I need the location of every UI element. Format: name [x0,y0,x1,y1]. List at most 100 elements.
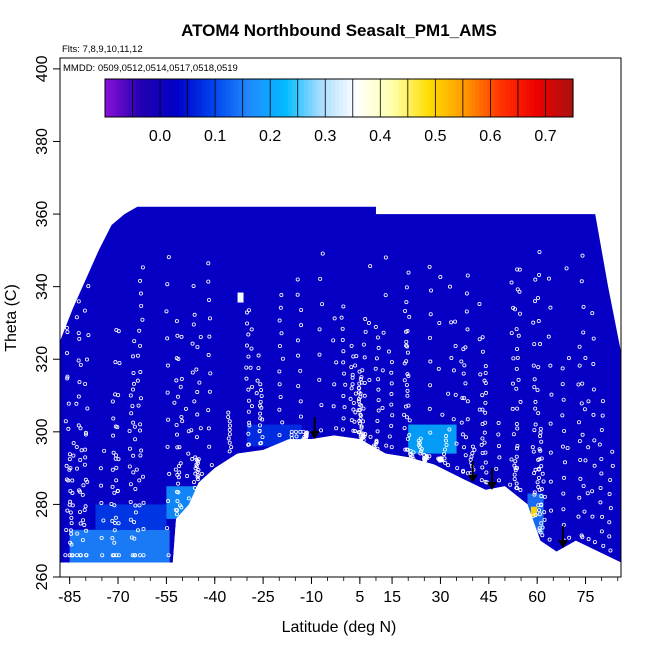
track-point [375,454,380,459]
track-point [373,325,378,330]
colorbar-swatch [315,79,321,117]
track-point [66,401,71,406]
colorbar-tick-label: 0.1 [204,128,226,145]
track-point [190,457,195,462]
track-point [194,435,199,440]
track-point [451,368,456,373]
x-tick-label: -10 [300,589,323,606]
track-point [257,429,262,434]
track-point [279,331,284,336]
track-point [480,436,485,441]
track-point [373,366,378,371]
track-point [293,429,298,434]
track-point [341,304,346,309]
colorbar-swatch [311,79,317,117]
track-point [607,520,612,525]
track-point [289,445,294,450]
track-point [77,489,82,494]
track-point [77,380,82,385]
track-point [470,444,475,449]
track-point [404,447,409,452]
track-point [65,329,70,334]
colorbar-swatch [401,79,406,117]
track-point [135,378,140,383]
track-point [111,450,116,455]
track-point [66,478,71,483]
track-point [114,553,119,558]
colorbar-swatch [362,79,367,117]
colorbar-swatch [417,79,422,117]
track-point [166,255,171,260]
track-point [199,471,204,476]
y-tick-label: 380 [34,128,51,155]
track-point [494,466,499,471]
track-point [99,483,104,488]
track-point [566,356,571,361]
track-point [428,383,433,388]
track-point [384,443,389,448]
track-point [135,528,140,533]
track-point [71,441,76,446]
track-point [429,288,434,293]
track-point [69,515,74,520]
track-point [82,462,87,467]
track-point [359,403,364,408]
track-point [195,475,200,480]
track-point [446,391,451,396]
track-point [259,405,264,410]
track-point [137,503,142,508]
colorbar-swatch [124,79,129,117]
track-point [174,319,179,324]
track-point [356,408,361,413]
colorbar-swatch [569,79,574,117]
colorbar-swatch [397,79,402,117]
track-point [291,452,296,457]
track-point [428,312,433,317]
track-point [192,480,197,485]
track-point [358,416,363,421]
track-point [113,424,118,429]
track-point [99,535,104,540]
track-point [131,370,136,375]
track-point [127,428,132,433]
track-point [280,356,285,361]
y-axis: 260 280 300 320 340 360 380 400 [34,55,60,590]
track-point [70,503,75,508]
track-point [358,412,363,417]
track-point [66,426,71,431]
track-point [83,430,88,435]
track-point [443,438,448,443]
track-point [428,430,433,435]
track-point [259,388,264,393]
track-point [483,460,488,465]
x-tick-label: -70 [106,589,129,606]
colorbar-swatch [483,79,488,117]
y-tick-label: 300 [34,418,51,445]
track-point [207,334,212,339]
colorbar-swatch [537,79,543,117]
track-point [581,330,586,335]
track-point [194,464,199,469]
track-point [403,447,408,452]
track-point [427,264,432,269]
track-point [532,377,537,382]
track-point [375,429,380,434]
colorbar-swatch [553,79,558,117]
track-point [465,273,470,278]
colorbar-swatch [327,79,332,117]
colorbar-swatch [276,79,282,117]
track-point [514,421,519,426]
track-point [404,329,409,334]
track-point [533,513,538,518]
track-point [460,395,465,400]
track-point [389,360,394,365]
colorbar-swatch [339,79,344,117]
track-point [244,343,249,348]
track-point [82,308,87,313]
track-point [518,488,523,493]
track-point [389,402,394,407]
track-point [383,293,388,298]
track-point [139,448,144,453]
track-point [115,488,120,493]
track-point [480,407,485,412]
